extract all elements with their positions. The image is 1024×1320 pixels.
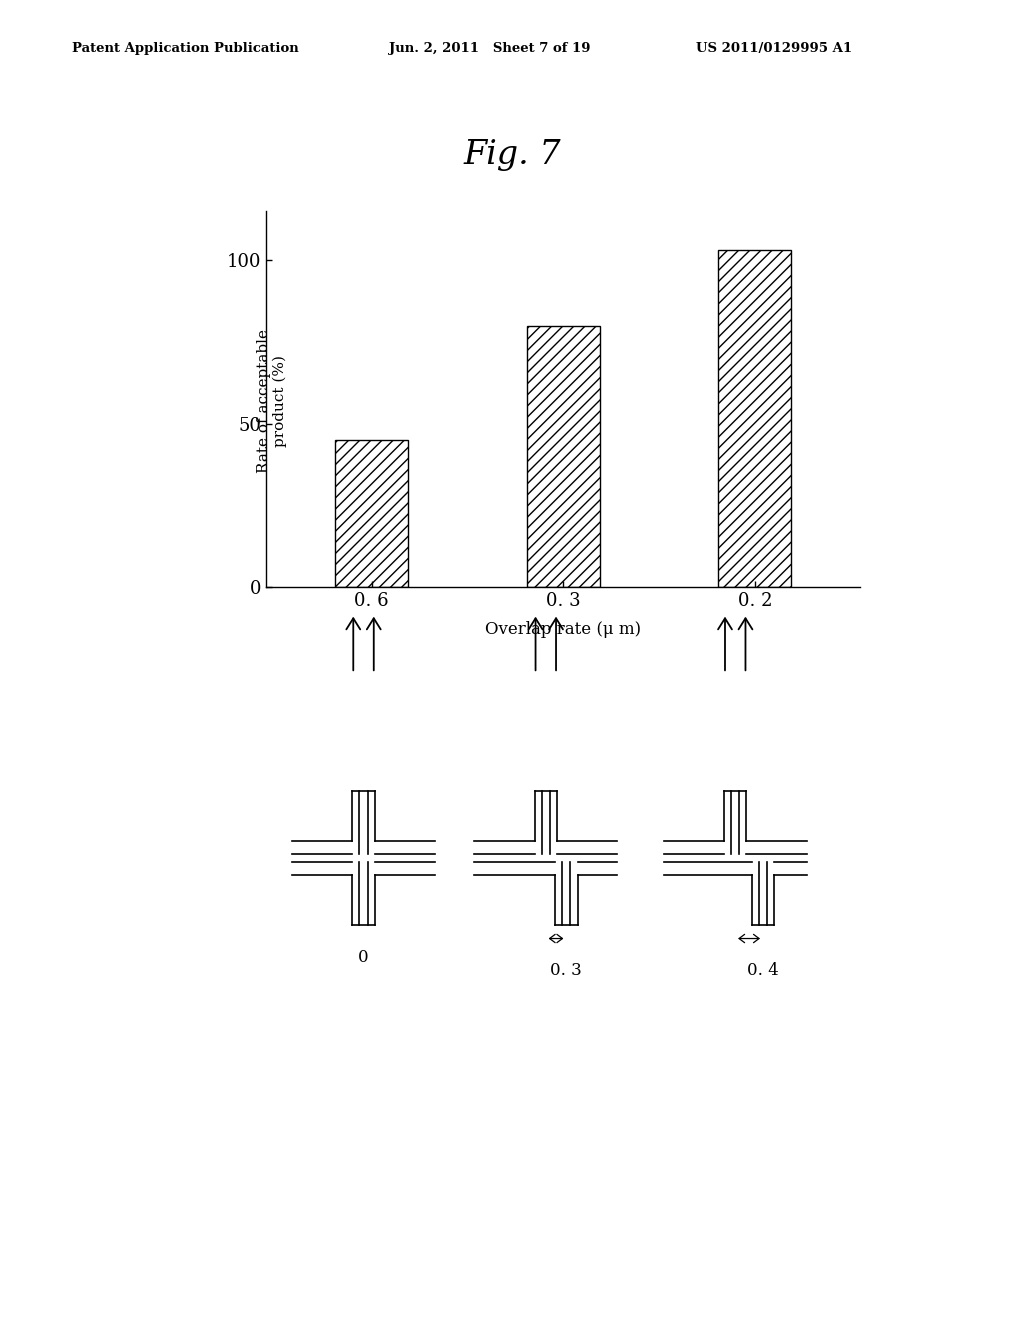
X-axis label: Overlap rate (μ m): Overlap rate (μ m) — [485, 622, 641, 639]
Bar — [526, 326, 600, 587]
Text: 0: 0 — [358, 949, 369, 966]
Text: US 2011/0129995 A1: US 2011/0129995 A1 — [696, 42, 852, 55]
Text: 0. 3: 0. 3 — [550, 962, 583, 979]
Text: Patent Application Publication: Patent Application Publication — [72, 42, 298, 55]
Text: Rate of acceptable
product (%): Rate of acceptable product (%) — [257, 329, 288, 473]
Text: 0. 4: 0. 4 — [746, 962, 779, 979]
Text: Fig. 7: Fig. 7 — [463, 139, 561, 170]
Bar — [719, 251, 792, 587]
Bar — [335, 440, 408, 587]
Text: Jun. 2, 2011   Sheet 7 of 19: Jun. 2, 2011 Sheet 7 of 19 — [389, 42, 591, 55]
